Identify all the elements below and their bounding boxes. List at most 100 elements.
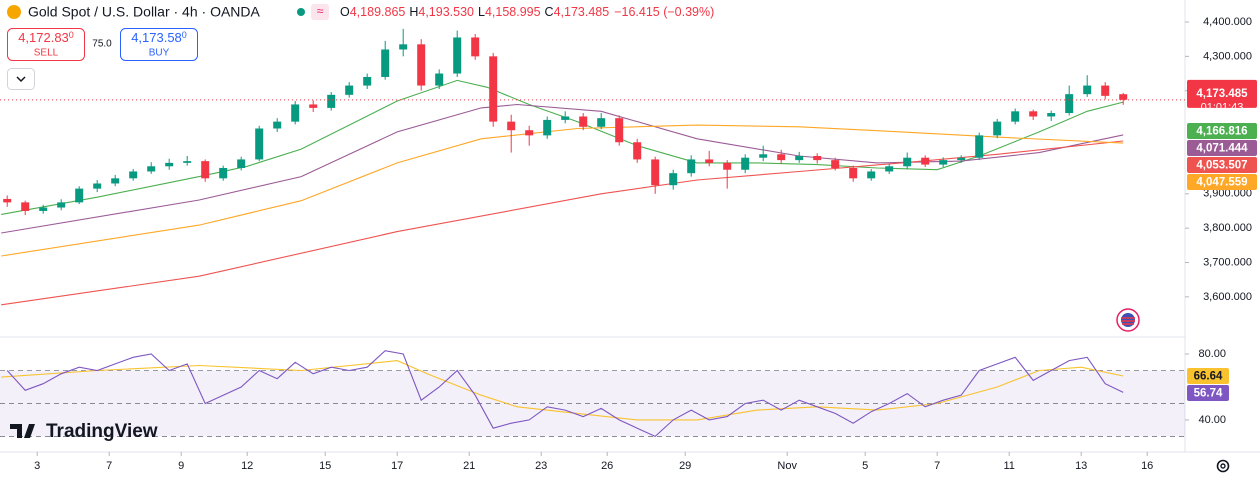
candle-body xyxy=(957,157,966,161)
level-band xyxy=(0,370,1185,437)
symbol-title[interactable]: Gold Spot / U.S. Dollar · 4h · OANDA xyxy=(28,4,261,20)
ohlc-key: O xyxy=(340,5,350,19)
candle-body xyxy=(831,160,840,169)
x-tick-label: 9 xyxy=(178,460,184,472)
market-open-dot xyxy=(297,8,305,16)
candle-body xyxy=(1119,94,1128,100)
buy-price-main: 4,173.58 xyxy=(131,30,182,45)
candle-body xyxy=(345,85,354,95)
candle-body xyxy=(561,116,570,120)
buy-price-pip: 0 xyxy=(182,30,187,40)
settings-icon[interactable] xyxy=(1216,459,1230,473)
candle-body xyxy=(327,94,336,108)
data-icon[interactable] xyxy=(311,4,329,20)
last-price-label: 4,173.485 xyxy=(1196,88,1248,100)
candle-body xyxy=(489,56,498,122)
candle-body xyxy=(921,157,930,165)
candle-body xyxy=(651,159,660,186)
candle-body xyxy=(975,135,984,158)
logo: TradingView xyxy=(10,421,158,442)
ohlc-value: 4,193.530 xyxy=(418,5,474,19)
ohlc-key: H xyxy=(409,5,418,19)
ma-price-label-bg xyxy=(1187,174,1257,190)
candle-body xyxy=(1083,85,1092,95)
candle-body xyxy=(273,121,282,129)
candle-body xyxy=(903,157,912,167)
sell-price-main: 4,172.83 xyxy=(18,30,69,45)
candle-body xyxy=(147,166,156,172)
candle-body xyxy=(1065,94,1074,114)
candle-body xyxy=(867,171,876,179)
candle-body xyxy=(381,49,390,77)
x-tick-label: Nov xyxy=(777,460,797,472)
indicator-value-label: 66.64 xyxy=(1194,371,1223,383)
candle-body xyxy=(597,118,606,127)
candle-body xyxy=(1047,113,1056,117)
sell-button[interactable] xyxy=(7,28,85,61)
candle-body xyxy=(507,121,516,131)
y-tick-label: 4,300.000 xyxy=(1203,50,1252,62)
x-tick-label: 3 xyxy=(34,460,40,472)
buy-price: 4,173.580 xyxy=(131,30,187,45)
last-price-label-bg xyxy=(1187,79,1257,108)
candle-body xyxy=(435,73,444,86)
candle-body xyxy=(3,198,12,203)
candle-body xyxy=(849,168,858,179)
buy-button[interactable] xyxy=(120,28,198,61)
x-tick-label: 13 xyxy=(1075,460,1087,472)
y-tick-label: 40.00 xyxy=(1198,414,1226,426)
x-tick-label: 7 xyxy=(106,460,112,472)
line-series xyxy=(1,360,1124,421)
y-tick-label: 4,400.000 xyxy=(1203,16,1252,28)
ohlc-key: L xyxy=(478,5,485,19)
x-tick-label: 15 xyxy=(319,460,331,472)
sell-price: 4,172.830 xyxy=(18,30,74,45)
x-tick-label: 17 xyxy=(391,460,403,472)
indicator-value-label-bg xyxy=(1187,368,1229,384)
ohlc-value: 4,158.995 xyxy=(485,5,541,19)
symbol-icon xyxy=(7,5,21,19)
data-icon-glyph: ≈ xyxy=(317,4,324,18)
x-tick-label: 16 xyxy=(1141,460,1153,472)
ma-price-label-bg xyxy=(1187,140,1257,156)
candle-body xyxy=(579,116,588,127)
x-tick-label: 29 xyxy=(679,460,691,472)
candle-body xyxy=(759,154,768,158)
logo-text: TradingView xyxy=(46,421,158,442)
price-change: −16.415 (−0.39%) xyxy=(614,5,714,19)
flag-icon[interactable] xyxy=(1116,308,1140,332)
candle-body xyxy=(237,159,246,169)
candle-body xyxy=(471,37,480,57)
candle-body xyxy=(885,166,894,172)
candle-body xyxy=(633,142,642,160)
candle-body xyxy=(21,202,30,211)
y-tick-label: 3,600.000 xyxy=(1203,291,1252,303)
line-series xyxy=(1,124,1124,257)
candle-body xyxy=(741,157,750,170)
candle-body xyxy=(57,202,66,208)
candle-body xyxy=(687,159,696,174)
line-series xyxy=(1,140,1124,306)
indicator-value-label: 56.74 xyxy=(1194,388,1223,400)
x-tick-label: 11 xyxy=(1003,460,1014,472)
collapse-button[interactable] xyxy=(7,68,35,90)
candle-body xyxy=(255,128,264,160)
x-tick-label: 23 xyxy=(535,460,547,472)
x-tick-label: 12 xyxy=(241,460,253,472)
line-series xyxy=(6,350,1124,438)
candle-body xyxy=(453,37,462,74)
flag-body xyxy=(1121,313,1135,327)
candle-body xyxy=(111,178,120,184)
chevron xyxy=(16,76,26,83)
sell-label: SELL xyxy=(34,48,59,59)
spread: 75.0 xyxy=(92,39,112,50)
y-tick-label: 3,700.000 xyxy=(1203,256,1252,268)
candle-body xyxy=(669,173,678,186)
candle-body xyxy=(777,154,786,161)
x-tick-label: 26 xyxy=(601,460,613,472)
candle-body xyxy=(201,161,210,179)
x-tick-label: 5 xyxy=(862,460,868,472)
indicator-value-label-bg xyxy=(1187,385,1229,401)
